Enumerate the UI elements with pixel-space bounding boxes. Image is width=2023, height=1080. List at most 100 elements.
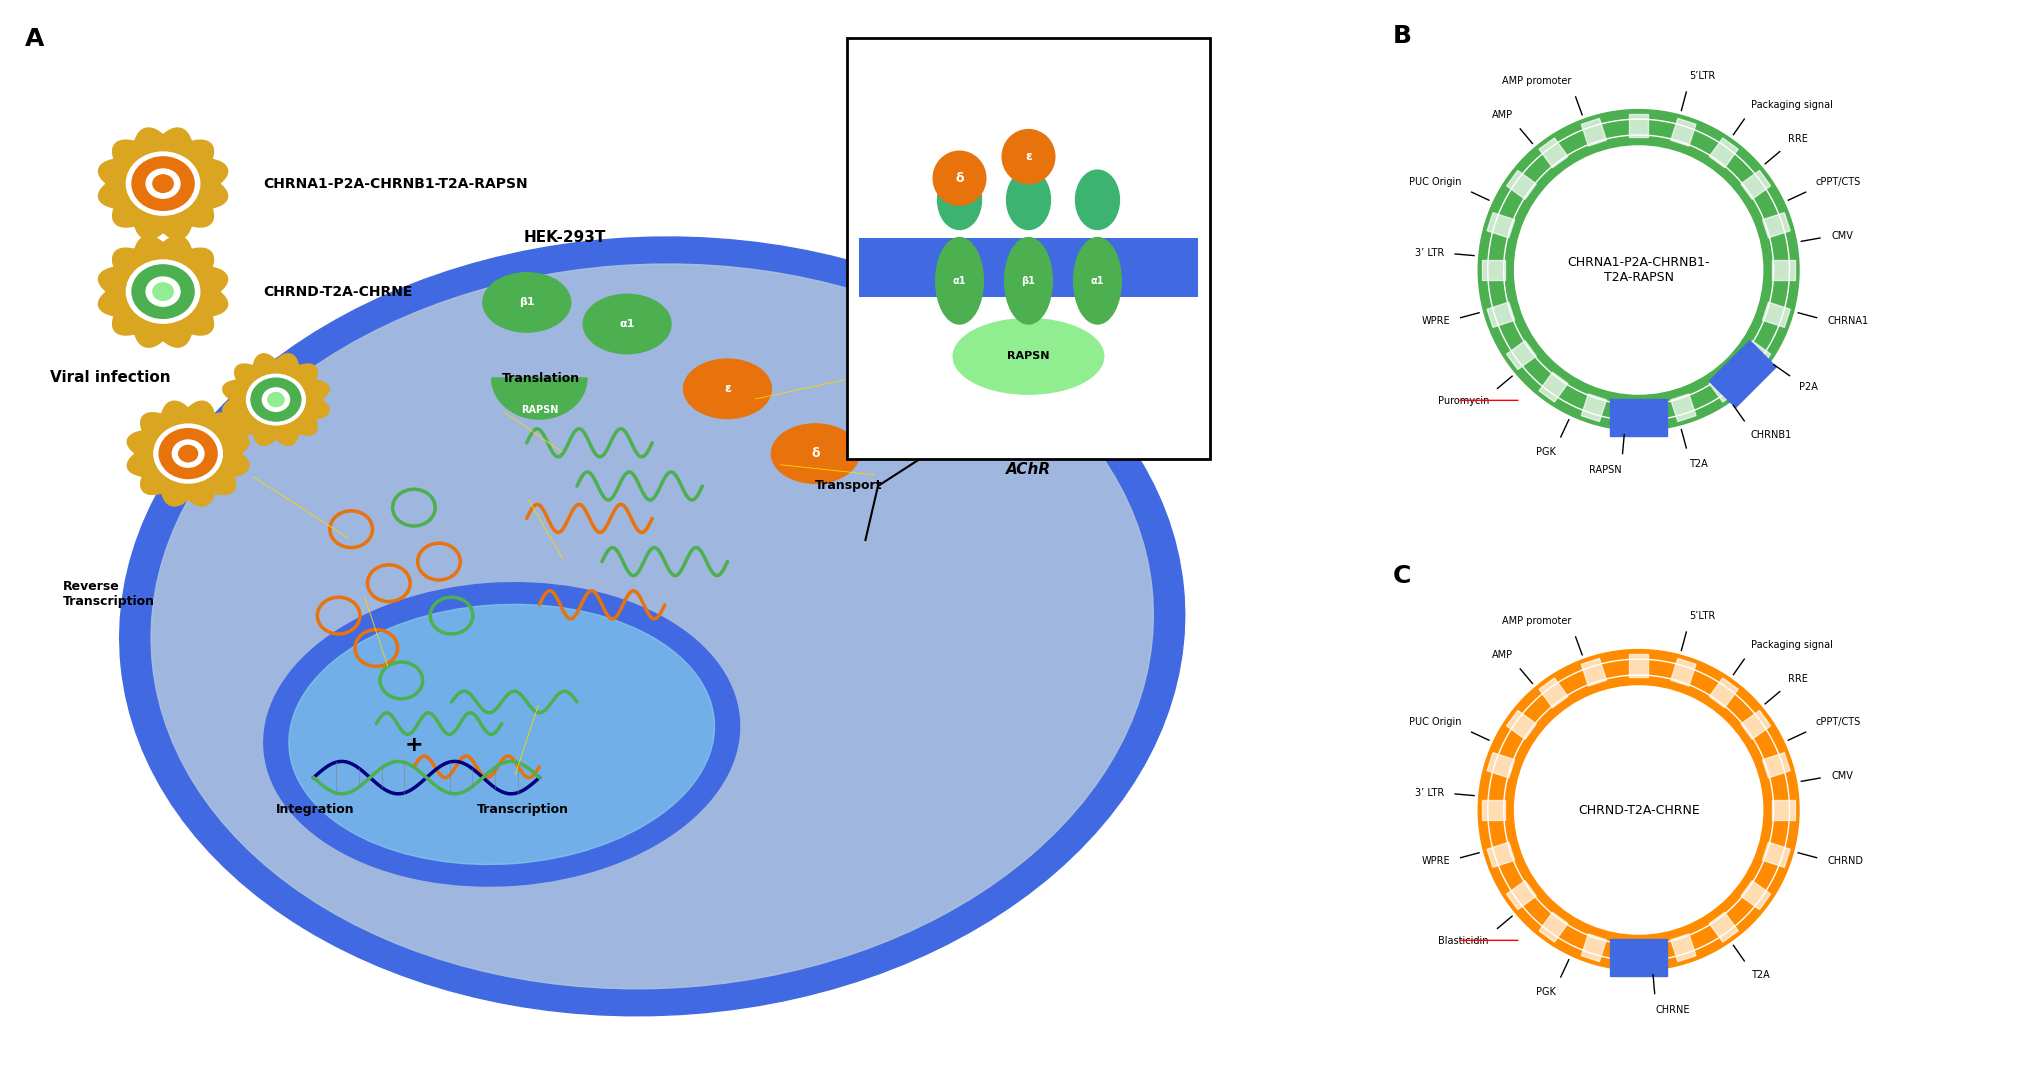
Text: RAPSN: RAPSN — [520, 405, 558, 416]
Ellipse shape — [937, 238, 983, 324]
Text: PUC Origin: PUC Origin — [1410, 717, 1461, 728]
Text: AMP: AMP — [1491, 650, 1513, 660]
Text: CHRNA1: CHRNA1 — [1827, 315, 1869, 325]
Text: α1: α1 — [619, 319, 635, 329]
Text: AMP promoter: AMP promoter — [1503, 617, 1572, 626]
Ellipse shape — [937, 170, 981, 230]
Circle shape — [247, 375, 305, 424]
Ellipse shape — [1005, 238, 1052, 324]
FancyBboxPatch shape — [860, 238, 1198, 297]
Polygon shape — [1507, 340, 1535, 369]
Text: Transcription: Transcription — [477, 804, 568, 816]
Polygon shape — [1540, 678, 1568, 707]
Polygon shape — [1742, 340, 1770, 369]
Text: AMP promoter: AMP promoter — [1503, 77, 1572, 86]
Polygon shape — [1671, 394, 1695, 421]
Ellipse shape — [1074, 238, 1121, 324]
Polygon shape — [1629, 404, 1649, 427]
Polygon shape — [1507, 171, 1535, 200]
Polygon shape — [1762, 213, 1790, 238]
Wedge shape — [492, 378, 587, 419]
Polygon shape — [1709, 138, 1738, 167]
Ellipse shape — [152, 264, 1153, 989]
Polygon shape — [1540, 373, 1568, 402]
Text: AChR: AChR — [1005, 462, 1052, 477]
Polygon shape — [1540, 913, 1568, 942]
Polygon shape — [1762, 302, 1790, 327]
Ellipse shape — [1001, 130, 1054, 184]
Polygon shape — [1487, 213, 1515, 238]
Ellipse shape — [289, 605, 714, 864]
Polygon shape — [1762, 842, 1790, 867]
Text: 5’LTR: 5’LTR — [1689, 611, 1716, 621]
Text: Puromycin: Puromycin — [1438, 395, 1489, 406]
Circle shape — [267, 393, 283, 406]
Text: CHRND-T2A-CHRNE: CHRND-T2A-CHRNE — [1578, 804, 1699, 816]
Ellipse shape — [684, 359, 771, 418]
Ellipse shape — [483, 272, 570, 333]
Text: CHRND: CHRND — [1827, 855, 1863, 865]
Text: ε: ε — [1026, 150, 1032, 163]
Text: 3’ LTR: 3’ LTR — [1414, 788, 1444, 798]
Circle shape — [154, 283, 174, 300]
Polygon shape — [1772, 260, 1794, 280]
Polygon shape — [1671, 119, 1695, 146]
Polygon shape — [1709, 341, 1776, 407]
Text: RAPSN: RAPSN — [1007, 351, 1050, 362]
Polygon shape — [1742, 711, 1770, 740]
Polygon shape — [1762, 753, 1790, 778]
Text: δ: δ — [955, 172, 963, 185]
Polygon shape — [1742, 880, 1770, 909]
Polygon shape — [1507, 880, 1535, 909]
Text: RRE: RRE — [1788, 134, 1809, 145]
Circle shape — [125, 152, 200, 215]
Text: A: A — [24, 27, 45, 51]
Text: Packaging signal: Packaging signal — [1750, 100, 1833, 110]
Text: 3’ LTR: 3’ LTR — [1414, 248, 1444, 258]
Text: Integration: Integration — [275, 804, 354, 816]
Text: P2A: P2A — [1798, 382, 1817, 392]
Ellipse shape — [1076, 170, 1119, 230]
Polygon shape — [1487, 302, 1515, 327]
Circle shape — [146, 168, 180, 198]
Text: Translation: Translation — [502, 372, 581, 384]
Polygon shape — [1582, 119, 1606, 146]
Polygon shape — [223, 354, 330, 445]
Text: RAPSN: RAPSN — [1588, 464, 1622, 474]
Text: Packaging signal: Packaging signal — [1750, 640, 1833, 650]
Circle shape — [178, 445, 198, 462]
Ellipse shape — [1007, 170, 1050, 230]
Polygon shape — [1629, 944, 1649, 967]
Ellipse shape — [263, 583, 740, 886]
Text: β1: β1 — [1022, 275, 1036, 286]
Polygon shape — [1483, 800, 1505, 820]
Text: CHRNA1-P2A-CHRNB1-T2A-RAPSN: CHRNA1-P2A-CHRNB1-T2A-RAPSN — [263, 177, 528, 190]
FancyBboxPatch shape — [846, 38, 1210, 459]
Polygon shape — [1629, 113, 1649, 136]
Polygon shape — [1671, 934, 1695, 961]
Text: CHRNA1-P2A-CHRNB1-
T2A-RAPSN: CHRNA1-P2A-CHRNB1- T2A-RAPSN — [1568, 256, 1709, 284]
Circle shape — [125, 260, 200, 323]
Text: α1: α1 — [1090, 275, 1105, 286]
Polygon shape — [1487, 753, 1515, 778]
Text: C: C — [1392, 564, 1410, 588]
Polygon shape — [99, 129, 229, 239]
Text: Reverse
Transcription: Reverse Transcription — [63, 580, 154, 608]
Ellipse shape — [119, 237, 1185, 1016]
Text: α1: α1 — [953, 275, 967, 286]
Circle shape — [154, 175, 174, 192]
Text: CHRNB1: CHRNB1 — [1750, 430, 1792, 440]
Circle shape — [131, 157, 194, 211]
Text: cPPT/CTS: cPPT/CTS — [1817, 717, 1861, 728]
Text: AMP: AMP — [1491, 110, 1513, 120]
Circle shape — [251, 378, 301, 421]
Text: WPRE: WPRE — [1422, 855, 1450, 865]
Text: PGK: PGK — [1535, 987, 1556, 997]
Text: Blasticidin: Blasticidin — [1438, 935, 1489, 946]
Polygon shape — [1582, 394, 1606, 421]
Text: 5’LTR: 5’LTR — [1689, 71, 1716, 81]
Polygon shape — [1709, 678, 1738, 707]
Text: PGK: PGK — [1535, 447, 1556, 457]
Polygon shape — [1610, 939, 1667, 976]
Text: cPPT/CTS: cPPT/CTS — [1817, 177, 1861, 188]
